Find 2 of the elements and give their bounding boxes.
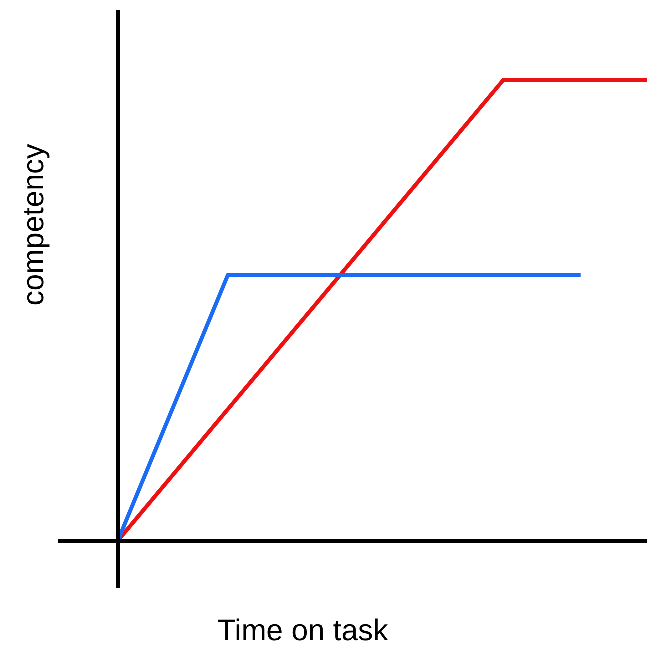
- x-axis-title: Time on task: [218, 614, 390, 648]
- y-axis-title: competency: [17, 144, 50, 306]
